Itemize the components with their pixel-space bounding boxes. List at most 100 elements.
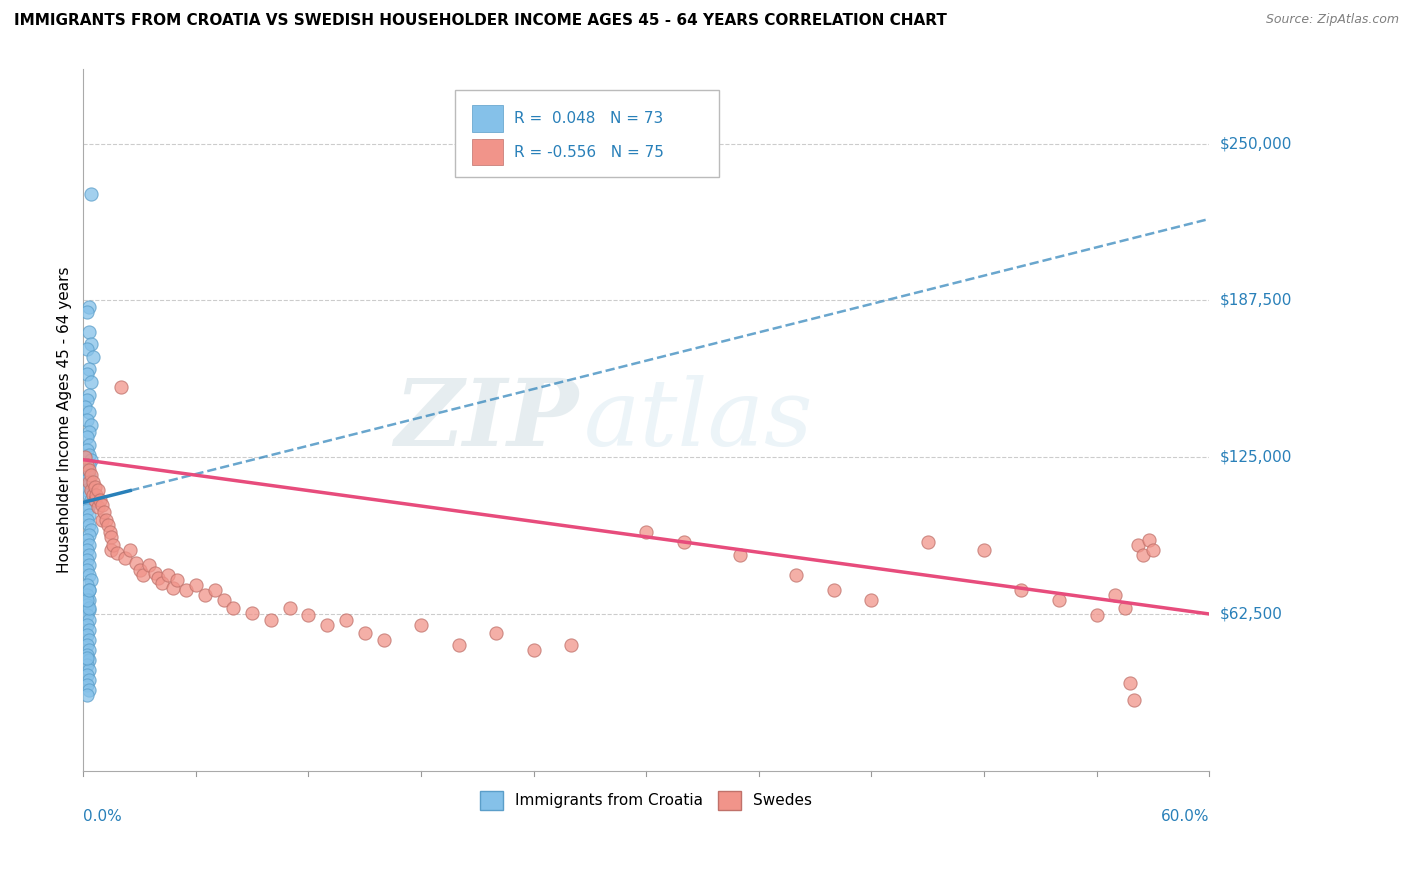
Point xyxy=(125,556,148,570)
Point xyxy=(77,653,100,667)
Point xyxy=(194,588,217,602)
Point xyxy=(77,568,100,582)
Point xyxy=(77,475,100,490)
Point xyxy=(1104,588,1126,602)
Point xyxy=(76,658,98,673)
Point xyxy=(77,548,100,562)
Point xyxy=(76,618,98,632)
Point xyxy=(77,664,100,678)
Point xyxy=(77,624,100,638)
Point xyxy=(76,368,98,382)
Point xyxy=(76,543,98,558)
Point xyxy=(120,543,142,558)
Point xyxy=(97,517,120,532)
Point xyxy=(1119,676,1142,690)
Point xyxy=(76,442,98,457)
Point xyxy=(76,483,98,497)
Point xyxy=(77,448,100,462)
Text: $250,000: $250,000 xyxy=(1220,136,1292,152)
Point xyxy=(860,593,883,607)
Point xyxy=(76,553,98,567)
Point xyxy=(409,618,432,632)
Point xyxy=(77,528,100,542)
Point xyxy=(1011,583,1033,598)
Point xyxy=(76,563,98,577)
Point xyxy=(98,525,121,540)
Point xyxy=(77,300,100,314)
Point xyxy=(316,618,339,632)
Point xyxy=(114,550,136,565)
Point xyxy=(77,583,100,598)
Point xyxy=(823,583,845,598)
Point xyxy=(278,600,301,615)
Point xyxy=(77,600,100,615)
Point xyxy=(76,648,98,663)
Point xyxy=(76,689,98,703)
Text: $125,000: $125,000 xyxy=(1220,450,1292,465)
Point xyxy=(77,613,100,627)
Point xyxy=(204,583,226,598)
Point xyxy=(91,513,114,527)
Point xyxy=(240,606,263,620)
Point xyxy=(1132,548,1154,562)
Point xyxy=(150,575,173,590)
Point xyxy=(1123,693,1146,707)
Text: 0.0%: 0.0% xyxy=(83,809,122,824)
Point xyxy=(82,350,104,364)
Text: $62,500: $62,500 xyxy=(1220,607,1284,622)
Point xyxy=(110,380,132,394)
Text: Source: ZipAtlas.com: Source: ZipAtlas.com xyxy=(1265,13,1399,27)
Point xyxy=(76,678,98,692)
Point xyxy=(353,625,375,640)
Point xyxy=(77,673,100,688)
Point xyxy=(1085,608,1108,623)
Point xyxy=(76,638,98,652)
Point xyxy=(80,452,103,467)
Point xyxy=(77,438,100,452)
Point xyxy=(77,683,100,698)
Y-axis label: Householder Income Ages 45 - 64 years: Householder Income Ages 45 - 64 years xyxy=(58,267,72,573)
Point xyxy=(76,533,98,547)
Point xyxy=(93,505,115,519)
Point xyxy=(162,581,184,595)
Point xyxy=(76,608,98,623)
Point xyxy=(77,498,100,512)
Point xyxy=(80,483,103,497)
Text: $187,500: $187,500 xyxy=(1220,293,1292,308)
Point xyxy=(636,525,658,540)
Point xyxy=(77,593,100,607)
Point xyxy=(138,558,160,572)
Point xyxy=(76,598,98,612)
Bar xyxy=(471,105,503,132)
Point xyxy=(77,458,100,472)
Point xyxy=(297,608,319,623)
Point xyxy=(94,513,117,527)
Point xyxy=(100,543,122,558)
Point xyxy=(80,573,103,587)
Point xyxy=(76,628,98,642)
Point xyxy=(260,613,283,627)
Point xyxy=(89,492,111,507)
Point xyxy=(77,488,100,502)
Point xyxy=(132,568,155,582)
Point xyxy=(76,305,98,319)
Point xyxy=(1126,538,1149,552)
Text: R =  0.048   N = 73: R = 0.048 N = 73 xyxy=(515,111,664,126)
Point xyxy=(77,558,100,572)
Point xyxy=(1142,543,1164,558)
Text: R = -0.556   N = 75: R = -0.556 N = 75 xyxy=(515,145,665,160)
Point xyxy=(76,430,98,444)
Point xyxy=(77,583,100,598)
Point xyxy=(447,638,470,652)
Point xyxy=(77,362,100,376)
Text: atlas: atlas xyxy=(585,375,814,465)
Point xyxy=(100,531,122,545)
Point xyxy=(80,375,103,389)
Point xyxy=(560,638,582,652)
Point xyxy=(212,593,235,607)
Point xyxy=(222,600,245,615)
Point xyxy=(86,488,108,502)
Point xyxy=(77,387,100,401)
Point xyxy=(80,186,103,201)
Bar xyxy=(471,139,503,165)
